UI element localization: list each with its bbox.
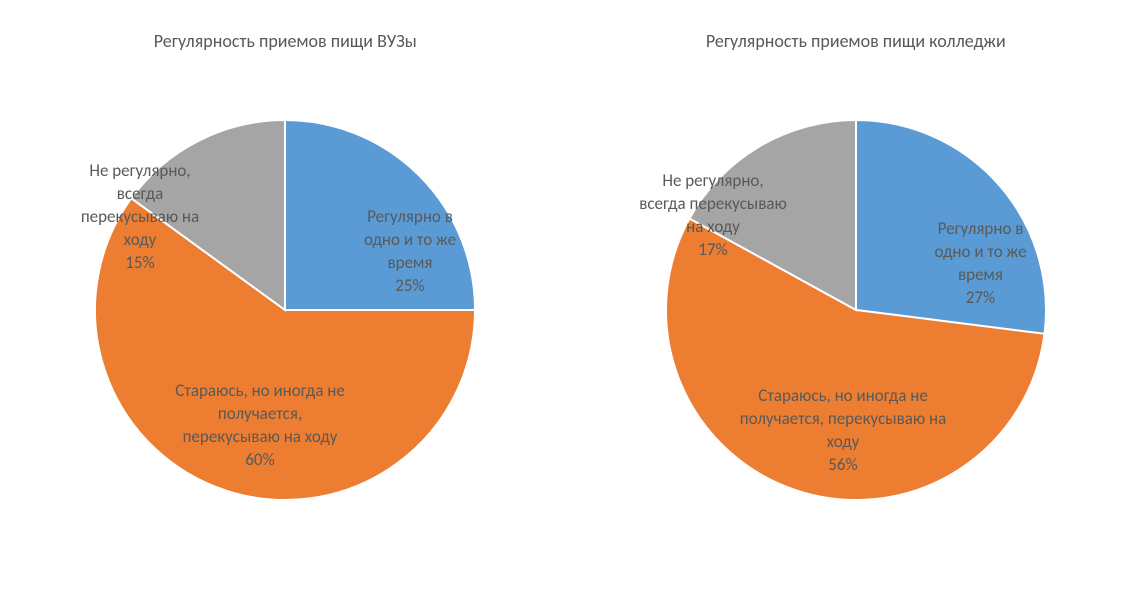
title-vuz: Регулярность приемов пищи ВУЗы (0, 30, 571, 52)
charts-container: Регулярность приемов пищи ВУЗы Регулярно… (0, 0, 1141, 615)
panel-college: Регулярность приемов пищи колледжи Регул… (571, 0, 1141, 615)
title-college: Регулярность приемов пищи колледжи (571, 30, 1141, 52)
pie-wrap-college: Регулярно водно и то жевремя27%Стараюсь,… (571, 110, 1141, 615)
slice-vuz-0 (285, 120, 475, 310)
panel-vuz: Регулярность приемов пищи ВУЗы Регулярно… (0, 0, 571, 615)
pie-wrap-vuz: Регулярно водно и то жевремя25%Стараюсь,… (0, 110, 571, 615)
slice-college-0 (856, 120, 1046, 334)
pie-college (656, 110, 1056, 510)
pie-vuz (85, 110, 485, 510)
